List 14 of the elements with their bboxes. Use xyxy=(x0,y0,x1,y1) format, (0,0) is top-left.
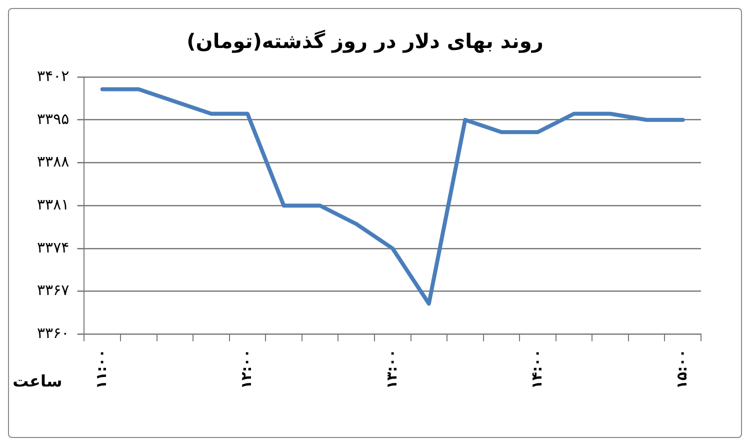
x-tick-label: ۱۲:۰۰ xyxy=(239,349,256,390)
y-tick-label: ۳۳۸۸ xyxy=(36,152,70,171)
x-tick-label: ۱۵:۰۰ xyxy=(674,349,690,390)
x-tick-label: ۱۴:۰۰ xyxy=(529,349,546,390)
x-axis-title: ساعت xyxy=(12,371,62,390)
x-tick-label: ۱۱:۰۰ xyxy=(94,349,110,390)
y-tick-label: ۳۳۸۱ xyxy=(36,196,70,214)
x-tick-label: ۱۳:۰۰ xyxy=(384,349,400,390)
y-tick-label: ۳۳۷۴ xyxy=(36,238,70,256)
y-tick-label: ۳۳۶۷ xyxy=(36,281,70,300)
chart-title: روند بهای دلار در روز گذشته(تومان) xyxy=(186,29,544,54)
y-tick-label: ۳۴۰۲ xyxy=(36,66,70,85)
y-tick-label: ۳۳۹۵ xyxy=(36,110,70,128)
y-tick-label: ۳۳۶۰ xyxy=(36,324,70,342)
